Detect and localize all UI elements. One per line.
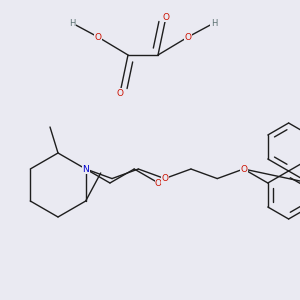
Text: O: O [240,164,247,173]
Text: H: H [211,19,217,28]
Text: N: N [82,164,89,173]
Text: O: O [94,32,101,41]
Text: O: O [163,13,170,22]
Text: O: O [155,178,162,188]
Text: H: H [69,19,75,28]
Text: O: O [161,174,168,183]
Text: O: O [184,32,191,41]
Text: O: O [116,88,124,98]
